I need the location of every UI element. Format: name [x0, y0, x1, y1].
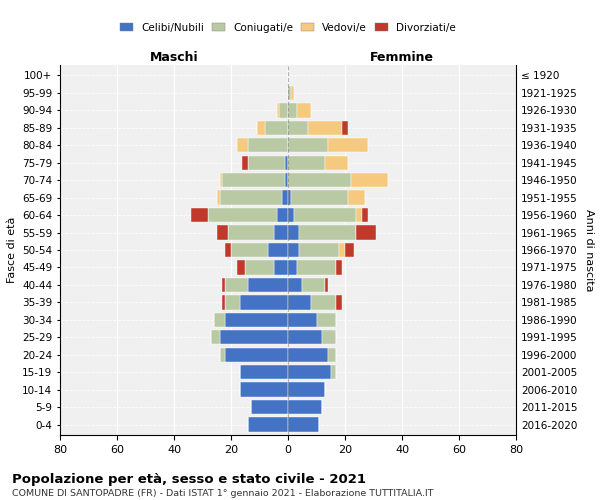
Bar: [288, 120, 308, 135]
Bar: [257, 120, 265, 135]
Bar: [288, 138, 328, 152]
Text: Popolazione per età, sesso e stato civile - 2021: Popolazione per età, sesso e stato civil…: [12, 472, 366, 486]
Bar: [342, 120, 348, 135]
Bar: [294, 208, 356, 222]
Bar: [288, 418, 319, 432]
Bar: [288, 190, 291, 205]
Legend: Celibi/Nubili, Coniugati/e, Vedovi/e, Divorziati/e: Celibi/Nubili, Coniugati/e, Vedovi/e, Di…: [116, 18, 460, 36]
Bar: [283, 190, 288, 205]
Bar: [220, 348, 226, 362]
Bar: [226, 278, 248, 292]
Bar: [226, 312, 288, 327]
Text: COMUNE DI SANTOPADRE (FR) - Dati ISTAT 1° gennaio 2021 - Elaborazione TUTTITALIA: COMUNE DI SANTOPADRE (FR) - Dati ISTAT 1…: [12, 489, 433, 498]
Bar: [288, 243, 299, 257]
Bar: [345, 243, 353, 257]
Bar: [288, 208, 294, 222]
Bar: [356, 208, 362, 222]
Bar: [228, 226, 274, 239]
Bar: [337, 260, 342, 274]
Bar: [288, 103, 296, 118]
Bar: [288, 365, 331, 380]
Bar: [277, 103, 280, 118]
Bar: [236, 138, 248, 152]
Bar: [299, 243, 340, 257]
Bar: [223, 295, 226, 310]
Bar: [288, 173, 350, 188]
Bar: [245, 260, 274, 274]
Bar: [226, 243, 231, 257]
Bar: [239, 382, 288, 397]
Bar: [217, 190, 220, 205]
Bar: [226, 295, 239, 310]
Bar: [239, 295, 288, 310]
Bar: [280, 103, 288, 118]
Bar: [356, 226, 376, 239]
Bar: [288, 260, 296, 274]
Bar: [296, 260, 337, 274]
Bar: [220, 190, 283, 205]
Bar: [277, 208, 288, 222]
Bar: [220, 173, 223, 188]
Bar: [348, 190, 365, 205]
Bar: [288, 382, 325, 397]
Text: Femmine: Femmine: [370, 51, 434, 64]
Bar: [299, 226, 356, 239]
Bar: [274, 226, 288, 239]
Bar: [317, 312, 337, 327]
Bar: [288, 278, 302, 292]
Bar: [288, 312, 317, 327]
Bar: [331, 365, 337, 380]
Bar: [308, 120, 342, 135]
Bar: [226, 348, 288, 362]
Bar: [208, 208, 277, 222]
Bar: [322, 330, 337, 344]
Text: Maschi: Maschi: [149, 51, 199, 64]
Bar: [328, 138, 368, 152]
Bar: [288, 400, 322, 414]
Bar: [265, 120, 288, 135]
Bar: [223, 278, 226, 292]
Bar: [288, 348, 328, 362]
Bar: [211, 330, 220, 344]
Y-axis label: Anni di nascita: Anni di nascita: [584, 209, 594, 291]
Bar: [248, 278, 288, 292]
Bar: [288, 330, 322, 344]
Bar: [268, 243, 288, 257]
Bar: [288, 156, 325, 170]
Bar: [223, 173, 285, 188]
Bar: [340, 243, 345, 257]
Bar: [362, 208, 368, 222]
Bar: [274, 260, 288, 274]
Bar: [217, 226, 228, 239]
Bar: [302, 278, 325, 292]
Bar: [191, 208, 208, 222]
Bar: [311, 295, 337, 310]
Bar: [288, 86, 291, 100]
Bar: [242, 156, 248, 170]
Bar: [328, 348, 337, 362]
Bar: [288, 295, 311, 310]
Bar: [248, 156, 285, 170]
Y-axis label: Fasce di età: Fasce di età: [7, 217, 17, 283]
Bar: [220, 330, 288, 344]
Bar: [325, 278, 328, 292]
Bar: [214, 312, 226, 327]
Bar: [231, 243, 268, 257]
Bar: [248, 138, 288, 152]
Bar: [291, 86, 294, 100]
Bar: [350, 173, 388, 188]
Bar: [288, 226, 299, 239]
Bar: [236, 260, 245, 274]
Bar: [251, 400, 288, 414]
Bar: [291, 190, 348, 205]
Bar: [248, 418, 288, 432]
Bar: [285, 173, 288, 188]
Bar: [325, 156, 348, 170]
Bar: [337, 295, 342, 310]
Bar: [239, 365, 288, 380]
Bar: [296, 103, 311, 118]
Bar: [285, 156, 288, 170]
